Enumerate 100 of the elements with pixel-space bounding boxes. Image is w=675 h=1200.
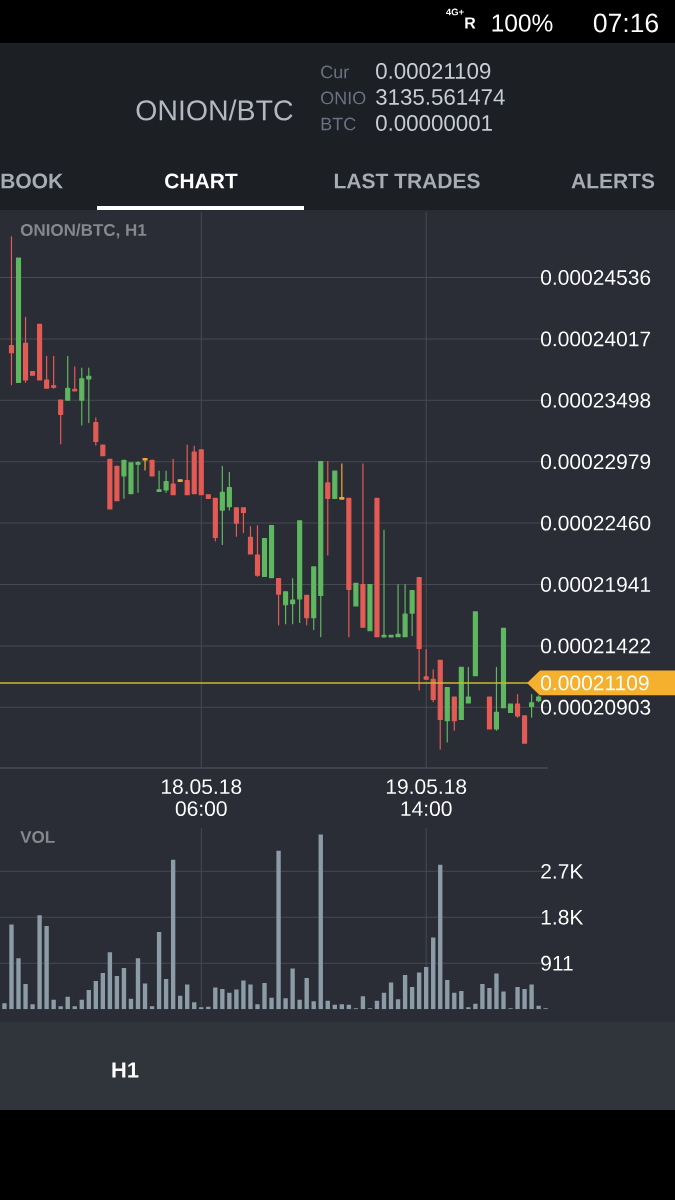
candlestick — [290, 578, 296, 625]
bar — [318, 834, 323, 1010]
candlestick — [219, 465, 225, 546]
bar — [304, 977, 309, 1010]
candlestick — [346, 497, 352, 638]
candlestick — [261, 537, 268, 577]
candlestick — [58, 399, 64, 445]
bar — [100, 972, 106, 1010]
text: 0.00021109 — [376, 63, 491, 79]
candlestick — [374, 497, 380, 638]
candlestick — [283, 591, 289, 625]
bar — [163, 978, 169, 1010]
candlestick — [268, 524, 275, 579]
text: 0.00000001 — [376, 115, 492, 131]
text: 100% — [492, 14, 553, 32]
candlestick — [79, 367, 85, 426]
bar — [220, 989, 225, 1010]
candlestick — [177, 479, 183, 482]
candlestick — [30, 371, 36, 376]
candlestick — [240, 507, 246, 534]
y-tick-label: 1.8K — [541, 909, 584, 925]
bar — [241, 980, 246, 1010]
candlestick — [423, 649, 429, 680]
candlestick — [360, 463, 366, 628]
bar — [480, 984, 485, 1010]
bar — [536, 1005, 541, 1010]
bar — [466, 1007, 471, 1010]
text: Cur — [321, 65, 349, 79]
candlestick — [458, 666, 464, 721]
y-tick-label: 0.00023498 — [541, 392, 651, 408]
bar — [227, 992, 232, 1010]
bar — [23, 984, 28, 1010]
candlestick — [353, 582, 359, 607]
candlestick — [149, 459, 155, 477]
bar — [339, 1004, 345, 1010]
bar — [58, 1006, 63, 1010]
candlestick — [254, 524, 261, 577]
candlestick — [37, 323, 43, 381]
y-tick-label: 0.00021941 — [541, 577, 651, 592]
candlestick — [247, 526, 254, 555]
candlestick — [444, 686, 450, 743]
bar — [44, 925, 49, 1010]
text: ONION/BTC — [136, 99, 293, 121]
y-tick-label: 0.00022460 — [541, 515, 651, 531]
bar — [529, 984, 534, 1010]
bar — [501, 991, 506, 1010]
candlestick — [318, 461, 324, 638]
bar — [248, 984, 253, 1010]
candlestick — [170, 458, 176, 496]
candlestick — [22, 316, 29, 383]
candlestick — [339, 463, 345, 500]
bar — [121, 967, 127, 1010]
text: R — [465, 17, 476, 29]
candlestick — [198, 449, 204, 496]
candlestick — [332, 470, 338, 499]
y-tick-label: 0.00024017 — [541, 331, 651, 347]
candlestick — [437, 659, 443, 750]
candlestick — [451, 696, 457, 731]
candlestick — [465, 666, 471, 704]
candlestick — [416, 576, 422, 691]
candlestick — [212, 497, 218, 542]
bar — [114, 975, 120, 1010]
y-tick-label: 0.00024536 — [541, 270, 651, 285]
text: BOOK — [1, 173, 64, 189]
candlestick — [93, 417, 99, 446]
bar — [515, 987, 520, 1010]
bar — [51, 999, 56, 1010]
bar — [149, 1006, 155, 1010]
candlestick — [65, 355, 71, 401]
bar — [416, 972, 422, 1010]
chart-title: VOL — [20, 830, 55, 844]
bar — [402, 974, 408, 1010]
bar — [234, 989, 239, 1010]
candlestick — [15, 257, 22, 383]
candlestick — [325, 461, 331, 556]
candlestick — [304, 594, 310, 626]
bar — [311, 1001, 316, 1010]
bar — [438, 864, 443, 1010]
ref-line-label: 0.00021109 — [541, 675, 649, 691]
bar — [107, 952, 113, 1010]
y-tick-label: 0.00021422 — [541, 638, 651, 654]
candlestick — [184, 444, 190, 496]
bar — [86, 990, 91, 1010]
bar — [360, 996, 366, 1010]
text: LAST TRADES — [334, 173, 480, 189]
bar — [192, 1002, 197, 1010]
text: ALERTS — [571, 173, 655, 189]
bar — [269, 997, 274, 1010]
text: H1 — [112, 1062, 139, 1078]
bar — [72, 1006, 77, 1010]
bar — [255, 1004, 260, 1010]
bar — [16, 958, 21, 1010]
bar — [459, 991, 464, 1010]
bar — [9, 924, 14, 1010]
bar — [30, 1004, 35, 1010]
bar — [135, 958, 141, 1010]
bar — [494, 973, 499, 1010]
candlestick — [472, 611, 478, 677]
candlestick — [409, 589, 415, 637]
bar — [37, 915, 42, 1010]
